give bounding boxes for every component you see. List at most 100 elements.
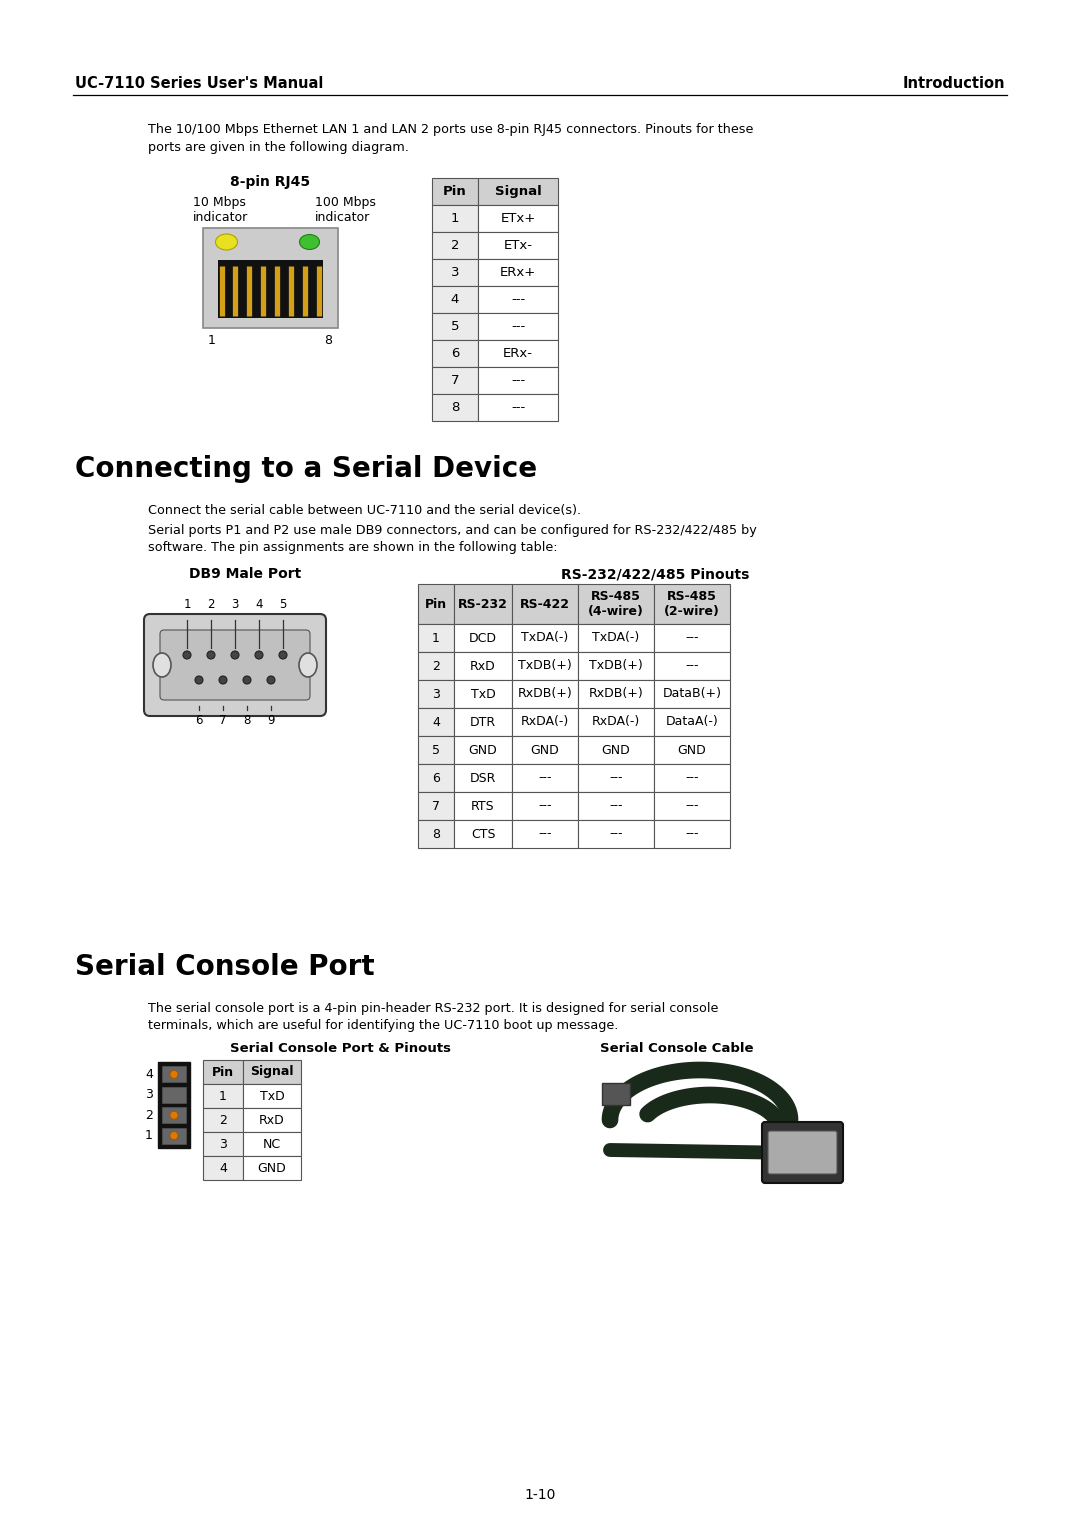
Text: 8: 8 [432, 828, 440, 840]
Bar [418, 652, 454, 680]
Bar [418, 793, 454, 820]
Bar [578, 680, 654, 709]
Bar [478, 179, 558, 205]
Text: RTS: RTS [471, 800, 495, 812]
Text: ---: --- [538, 800, 552, 812]
Bar [418, 709, 454, 736]
Bar [654, 764, 730, 793]
Text: GND: GND [602, 744, 631, 756]
Bar [654, 736, 730, 764]
Bar [478, 286, 558, 313]
Text: RxD: RxD [470, 660, 496, 672]
Bar [578, 652, 654, 680]
Bar [512, 680, 578, 709]
Text: RS-422: RS-422 [519, 597, 570, 611]
Bar [654, 625, 730, 652]
Text: ---: --- [538, 771, 552, 785]
Text: ---: --- [609, 828, 623, 840]
Ellipse shape [170, 1112, 178, 1119]
Text: 1: 1 [145, 1128, 153, 1142]
Bar [243, 1156, 301, 1180]
Bar [478, 205, 558, 232]
Bar [578, 793, 654, 820]
Bar [432, 232, 478, 260]
Bar [432, 286, 478, 313]
Text: 9: 9 [267, 715, 274, 727]
Bar [654, 793, 730, 820]
Bar [512, 736, 578, 764]
Bar [243, 1109, 301, 1132]
Text: CTS: CTS [471, 828, 496, 840]
Text: ---: --- [511, 374, 525, 386]
Ellipse shape [299, 235, 320, 249]
FancyBboxPatch shape [768, 1132, 837, 1174]
Text: 5: 5 [280, 599, 286, 611]
Text: ports are given in the following diagram.: ports are given in the following diagram… [148, 140, 409, 154]
Text: DSR: DSR [470, 771, 496, 785]
Text: Signal: Signal [251, 1066, 294, 1078]
Bar [512, 709, 578, 736]
Ellipse shape [170, 1132, 178, 1139]
Text: ---: --- [609, 800, 623, 812]
Text: DB9 Male Port: DB9 Male Port [189, 567, 301, 580]
Bar [578, 764, 654, 793]
Bar [454, 680, 512, 709]
Text: 3: 3 [145, 1089, 153, 1101]
Text: UC-7110 Series User's Manual: UC-7110 Series User's Manual [75, 76, 323, 92]
Bar [512, 793, 578, 820]
Bar [203, 1060, 243, 1084]
FancyBboxPatch shape [144, 614, 326, 716]
Text: ---: --- [538, 828, 552, 840]
Text: TxD: TxD [471, 687, 496, 701]
Bar [578, 709, 654, 736]
Text: 8: 8 [324, 334, 333, 347]
Bar [432, 366, 478, 394]
Text: ETx+: ETx+ [500, 212, 536, 224]
Text: indicator: indicator [193, 211, 248, 224]
Text: RS-485: RS-485 [591, 591, 640, 603]
Text: 4: 4 [219, 1162, 227, 1174]
Text: ---: --- [685, 632, 699, 644]
Text: 4: 4 [145, 1067, 153, 1081]
Text: TxD: TxD [259, 1089, 284, 1102]
Text: 3: 3 [219, 1138, 227, 1150]
Bar [418, 625, 454, 652]
Text: RS-232/422/485 Pinouts: RS-232/422/485 Pinouts [561, 567, 750, 580]
Bar [478, 232, 558, 260]
Text: ETx-: ETx- [503, 240, 532, 252]
Text: TxDB(+): TxDB(+) [589, 660, 643, 672]
Text: 8: 8 [450, 402, 459, 414]
Text: Serial Console Cable: Serial Console Cable [600, 1041, 754, 1055]
Text: Pin: Pin [424, 597, 447, 611]
Text: Signal: Signal [495, 185, 541, 199]
Bar [162, 1127, 186, 1144]
Bar [578, 736, 654, 764]
Bar [432, 394, 478, 421]
Text: 100 Mbps: 100 Mbps [315, 195, 376, 209]
Bar [203, 1109, 243, 1132]
Ellipse shape [183, 651, 191, 660]
Bar [203, 1132, 243, 1156]
Text: 10 Mbps: 10 Mbps [193, 195, 246, 209]
Text: Pin: Pin [443, 185, 467, 199]
Ellipse shape [299, 654, 318, 676]
Text: Introduction: Introduction [903, 76, 1005, 92]
Text: 2: 2 [219, 1113, 227, 1127]
Bar [512, 652, 578, 680]
Ellipse shape [231, 651, 239, 660]
Bar [432, 260, 478, 286]
Text: DataA(-): DataA(-) [665, 716, 718, 728]
Text: ERx-: ERx- [503, 347, 534, 360]
Text: 4: 4 [255, 599, 262, 611]
FancyBboxPatch shape [762, 1122, 843, 1183]
Text: DCD: DCD [469, 632, 497, 644]
Text: 3: 3 [450, 266, 459, 279]
Text: 7: 7 [432, 800, 440, 812]
Bar [654, 652, 730, 680]
Bar [454, 652, 512, 680]
Bar [418, 820, 454, 847]
Text: 3: 3 [231, 599, 239, 611]
Text: ---: --- [609, 771, 623, 785]
Text: 4: 4 [450, 293, 459, 305]
Text: 5: 5 [432, 744, 440, 756]
